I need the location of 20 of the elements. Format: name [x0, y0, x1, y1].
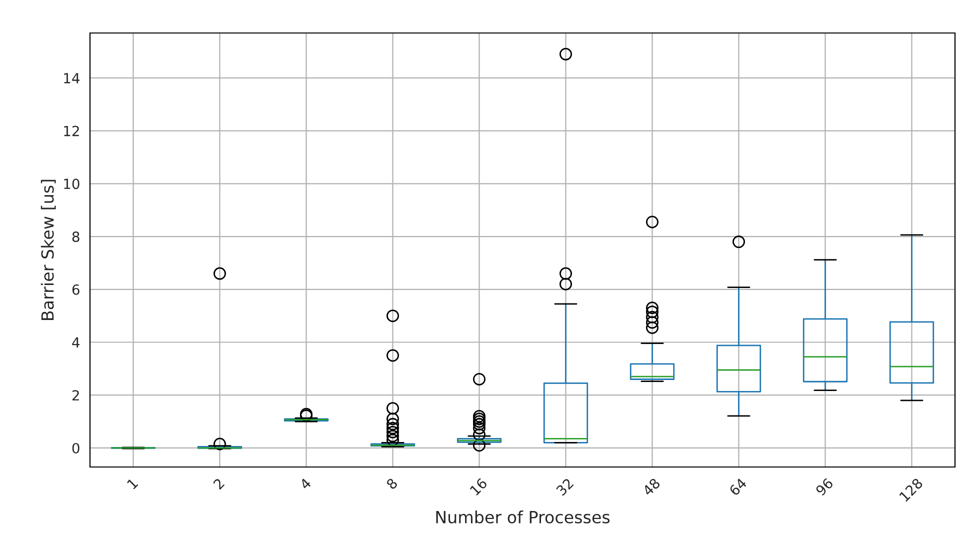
x-tick-label: 16 [470, 478, 488, 496]
x-tick-label: 1 [126, 478, 138, 490]
y-tick-label: 12 [64, 126, 79, 136]
y-tick-label: 2 [72, 390, 79, 400]
y-tick-label: 14 [64, 73, 80, 84]
x-tick-label: 32 [556, 478, 574, 496]
x-axis-title: Number of Processes [436, 510, 610, 524]
y-axis-title: Barrier Skew [us] [40, 180, 56, 320]
x-tick-label: 2 [212, 478, 225, 490]
x-tick-label: 96 [815, 478, 834, 496]
x-tick-label: 64 [728, 477, 748, 496]
x-tick-label: 8 [386, 478, 398, 490]
y-tick-label: 4 [72, 337, 80, 348]
y-tick-label: 0 [72, 442, 80, 454]
x-tick-label: 48 [642, 478, 661, 496]
y-tick-label: 6 [72, 284, 80, 295]
x-tick-label: 4 [299, 478, 312, 490]
y-tick-label: 8 [72, 231, 80, 242]
y-tick-label: 10 [64, 178, 80, 190]
x-tick-label: 128 [898, 478, 924, 502]
